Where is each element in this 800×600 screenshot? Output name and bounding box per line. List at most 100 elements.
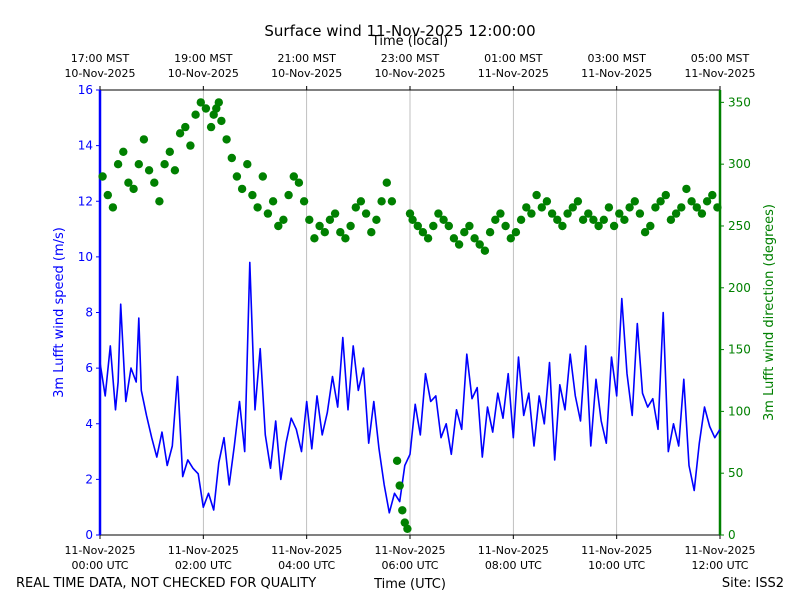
right-tick-label: 0 bbox=[728, 528, 736, 542]
bottom-tick-time: 12:00 UTC bbox=[691, 559, 748, 572]
wind-direction-point bbox=[284, 190, 293, 200]
bottom-tick-date: 11-Nov-2025 bbox=[64, 544, 135, 557]
wind-direction-point bbox=[506, 234, 515, 243]
top-tick-time: 01:00 MST bbox=[484, 52, 543, 65]
left-tick-label: 0 bbox=[85, 528, 93, 542]
wind-direction-point bbox=[320, 228, 329, 237]
wind-direction-point bbox=[155, 197, 164, 206]
wind-direction-point bbox=[243, 160, 252, 169]
wind-direction-point bbox=[620, 215, 629, 224]
right-tick-label: 100 bbox=[728, 404, 751, 418]
wind-direction-point bbox=[201, 104, 211, 113]
top-tick-time: 03:00 MST bbox=[587, 52, 646, 65]
right-tick-label: 250 bbox=[728, 219, 751, 233]
wind-direction-point bbox=[470, 234, 479, 243]
wind-direction-point bbox=[434, 209, 443, 218]
top-tick-date: 11-Nov-2025 bbox=[478, 67, 549, 80]
wind-direction-point bbox=[253, 203, 262, 212]
wind-direction-point bbox=[511, 228, 521, 237]
site-label: Site: ISS2 bbox=[721, 576, 784, 591]
wind-direction-point bbox=[449, 234, 459, 243]
top-tick-time: 23:00 MST bbox=[381, 52, 440, 65]
left-tick-label: 8 bbox=[85, 306, 93, 320]
wind-direction-point bbox=[398, 506, 407, 515]
top-tick-time: 19:00 MST bbox=[174, 52, 233, 65]
wind-direction-point bbox=[666, 215, 676, 224]
wind-direction-point bbox=[527, 209, 536, 218]
top-tick-date: 10-Nov-2025 bbox=[64, 67, 135, 80]
bottom-tick-date: 11-Nov-2025 bbox=[684, 544, 755, 557]
wind-direction-point bbox=[392, 456, 402, 465]
wind-direction-point bbox=[268, 197, 278, 206]
wind-direction-point bbox=[186, 141, 195, 150]
wind-direction-point bbox=[568, 203, 577, 212]
wind-direction-point bbox=[465, 221, 474, 231]
wind-direction-point bbox=[522, 203, 531, 212]
wind-direction-point bbox=[377, 197, 386, 206]
wind-direction-point bbox=[367, 228, 376, 237]
wind-direction-point bbox=[372, 215, 381, 224]
wind-direction-point bbox=[532, 190, 541, 200]
wind-direction-point bbox=[119, 147, 128, 156]
wind-direction-point bbox=[305, 215, 314, 224]
bottom-tick-date: 11-Nov-2025 bbox=[168, 544, 239, 557]
top-tick-time: 17:00 MST bbox=[71, 52, 130, 65]
wind-direction-point bbox=[181, 122, 190, 132]
wind-direction-point bbox=[214, 98, 223, 107]
wind-direction-point bbox=[594, 221, 603, 231]
wind-direction-point bbox=[656, 197, 665, 206]
wind-direction-point bbox=[413, 221, 422, 231]
wind-direction-point bbox=[558, 221, 567, 231]
wind-direction-point bbox=[113, 160, 123, 169]
wind-direction-point bbox=[361, 209, 371, 218]
wind-direction-point bbox=[299, 197, 309, 206]
wind-direction-point bbox=[222, 135, 231, 144]
wind-direction-point bbox=[346, 221, 355, 231]
wind-direction-point bbox=[661, 190, 670, 200]
left-axis-label: 3m Lufft wind speed (m/s) bbox=[52, 227, 67, 398]
chart-title: Surface wind 11-Nov-2025 12:00:00 bbox=[264, 22, 536, 40]
wind-direction-point bbox=[418, 228, 428, 237]
left-tick-label: 12 bbox=[78, 194, 93, 208]
wind-direction-point bbox=[491, 215, 500, 224]
wind-direction-point bbox=[444, 221, 453, 231]
wind-direction-point bbox=[496, 209, 505, 218]
left-tick-label: 16 bbox=[78, 83, 93, 97]
wind-direction-point bbox=[139, 135, 149, 144]
wind-direction-point bbox=[439, 215, 448, 224]
wind-direction-point bbox=[578, 215, 588, 224]
top-tick-date: 11-Nov-2025 bbox=[581, 67, 652, 80]
left-tick-label: 4 bbox=[85, 417, 93, 431]
wind-direction-point bbox=[217, 116, 226, 126]
bottom-tick-date: 11-Nov-2025 bbox=[478, 544, 549, 557]
wind-direction-point bbox=[408, 215, 417, 224]
bottom-tick-date: 11-Nov-2025 bbox=[271, 544, 342, 557]
wind-direction-point bbox=[615, 209, 624, 218]
top-tick-date: 10-Nov-2025 bbox=[168, 67, 239, 80]
right-tick-label: 150 bbox=[728, 343, 751, 357]
bottom-tick-date: 11-Nov-2025 bbox=[581, 544, 652, 557]
top-tick-date: 11-Nov-2025 bbox=[684, 67, 755, 80]
wind-direction-point bbox=[516, 215, 526, 224]
wind-direction-point bbox=[563, 209, 572, 218]
wind-direction-point bbox=[671, 209, 681, 218]
wind-direction-point bbox=[289, 172, 298, 181]
wind-direction-point bbox=[713, 203, 722, 212]
wind-direction-point bbox=[108, 203, 118, 212]
wind-direction-point bbox=[625, 203, 634, 212]
left-tick-label: 2 bbox=[85, 472, 93, 486]
wind-direction-point bbox=[480, 246, 490, 255]
bottom-tick-time: 08:00 UTC bbox=[485, 559, 542, 572]
wind-direction-point bbox=[98, 172, 107, 181]
wind-direction-point bbox=[232, 172, 242, 181]
right-tick-label: 350 bbox=[728, 95, 751, 109]
top-tick-time: 05:00 MST bbox=[691, 52, 750, 65]
top-tick-date: 10-Nov-2025 bbox=[271, 67, 342, 80]
wind-direction-point bbox=[165, 147, 174, 156]
left-tick-label: 10 bbox=[78, 250, 93, 264]
wind-direction-point bbox=[604, 203, 614, 212]
wind-direction-point bbox=[248, 190, 257, 200]
wind-direction-point bbox=[134, 160, 143, 169]
wind-direction-point bbox=[191, 110, 200, 119]
wind-direction-point bbox=[573, 197, 583, 206]
